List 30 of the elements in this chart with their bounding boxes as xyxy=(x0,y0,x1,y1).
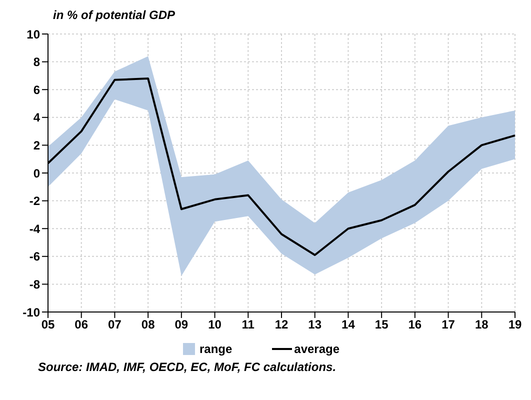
x-tick-label: 09 xyxy=(174,318,188,332)
x-tick-label: 10 xyxy=(208,318,222,332)
x-tick-label: 06 xyxy=(74,318,88,332)
x-tick-label: 12 xyxy=(274,318,288,332)
x-tick-label: 19 xyxy=(508,318,522,332)
y-tick-label: -4 xyxy=(29,222,40,236)
x-tick-label: 16 xyxy=(408,318,422,332)
y-tick-label: -10 xyxy=(22,305,40,320)
y-tick-label: 6 xyxy=(33,82,40,97)
y-tick-label: -6 xyxy=(29,250,40,264)
y-tick-label: -8 xyxy=(29,277,40,292)
y-tick-label: 8 xyxy=(33,55,40,70)
x-tick-label: 15 xyxy=(374,318,389,332)
x-tick-label: 05 xyxy=(41,318,55,332)
x-tick-label: 07 xyxy=(108,318,122,332)
y-tick-label: 4 xyxy=(33,110,40,125)
y-axis-title: in % of potential GDP xyxy=(52,8,176,24)
x-tick-label: 17 xyxy=(442,318,456,332)
x-tick-label: 13 xyxy=(308,318,322,332)
source-note: Source: IMAD, IMF, OECD, EC, MoF, FC calculations. xyxy=(37,360,338,374)
y-tick-label: 2 xyxy=(33,138,40,152)
x-tick-label: 11 xyxy=(242,318,255,332)
text: range xyxy=(199,342,232,356)
x-tick-label: 18 xyxy=(474,318,489,332)
legend-label: average xyxy=(294,342,340,356)
x-tick-label: 08 xyxy=(141,318,156,332)
y-tick-label: 0 xyxy=(33,166,40,180)
y-tick-label: -2 xyxy=(29,194,40,208)
y-tick-label: 10 xyxy=(26,27,40,42)
x-tick-label: 14 xyxy=(342,318,356,332)
